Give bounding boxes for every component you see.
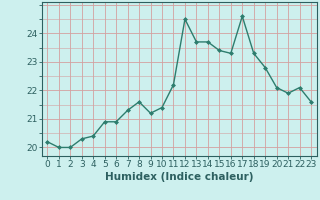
X-axis label: Humidex (Indice chaleur): Humidex (Indice chaleur) [105,172,253,182]
